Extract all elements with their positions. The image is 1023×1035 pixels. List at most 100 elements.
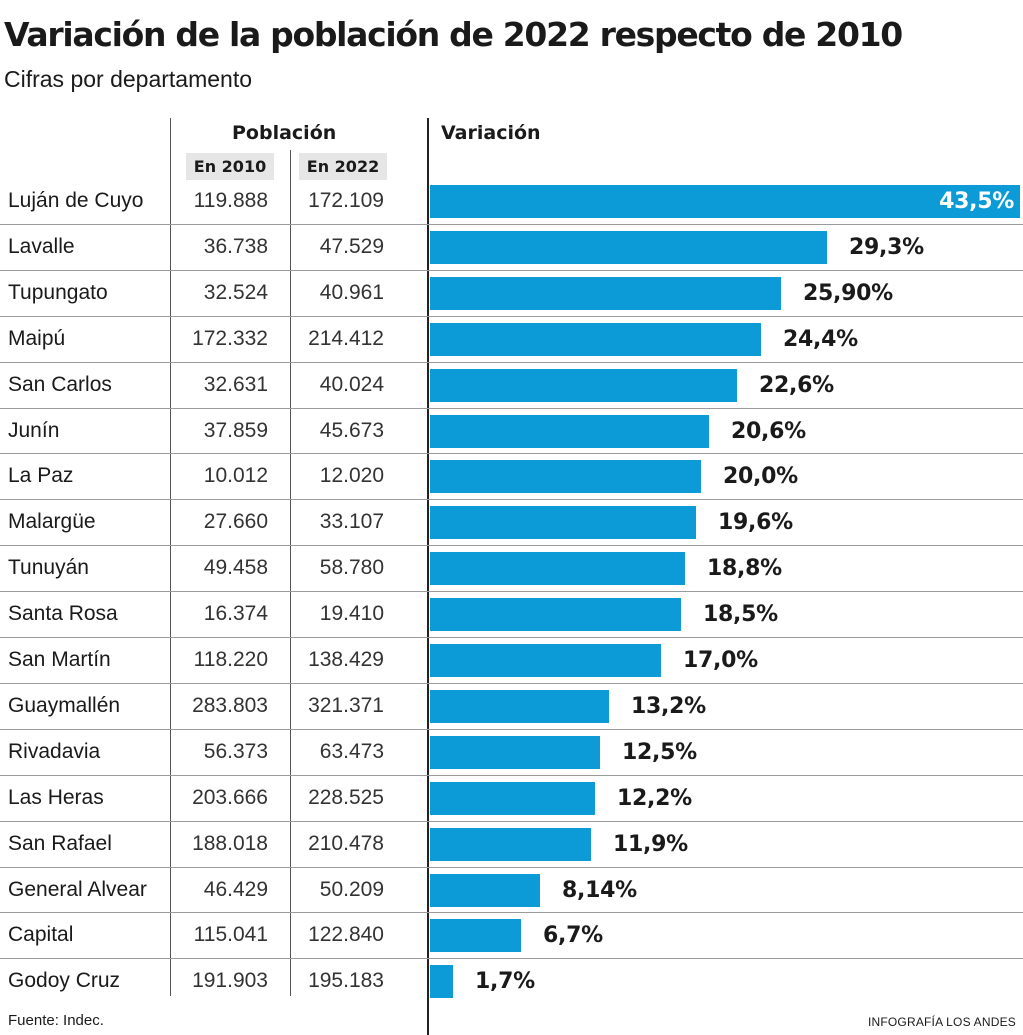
row-divider bbox=[0, 637, 1023, 638]
population-2010: 115.041 bbox=[193, 923, 268, 946]
value-label: 13,2% bbox=[631, 694, 706, 719]
value-label: 18,5% bbox=[703, 602, 778, 627]
value-label: 29,3% bbox=[849, 235, 924, 260]
population-2010: 119.888 bbox=[193, 189, 268, 212]
population-2010: 46.429 bbox=[203, 878, 268, 901]
department-name: San Carlos bbox=[8, 373, 112, 396]
row-divider bbox=[0, 867, 1023, 868]
population-2010: 49.458 bbox=[203, 556, 268, 579]
bar bbox=[430, 919, 521, 952]
population-2010: 191.903 bbox=[192, 969, 268, 992]
row-divider bbox=[0, 316, 1023, 317]
header-en-2022: En 2022 bbox=[299, 153, 387, 180]
bar bbox=[430, 369, 737, 402]
department-name: San Rafael bbox=[8, 832, 112, 855]
header-variacion: Variación bbox=[441, 122, 541, 144]
value-label: 24,4% bbox=[783, 327, 858, 352]
bar bbox=[430, 231, 827, 264]
value-label: 17,0% bbox=[683, 648, 758, 673]
row-divider bbox=[0, 408, 1023, 409]
population-2010: 32.631 bbox=[203, 373, 268, 396]
row-divider bbox=[0, 591, 1023, 592]
value-label: 20,0% bbox=[723, 464, 798, 489]
department-name: General Alvear bbox=[8, 878, 147, 901]
bar bbox=[430, 277, 781, 310]
population-2022: 122.840 bbox=[308, 923, 384, 946]
row-divider bbox=[0, 499, 1023, 500]
row-divider bbox=[0, 545, 1023, 546]
row-divider bbox=[0, 224, 1023, 225]
value-label: 25,90% bbox=[803, 281, 893, 306]
population-2022: 321.371 bbox=[308, 694, 384, 717]
population-2022: 19.410 bbox=[319, 602, 384, 625]
value-label: 6,7% bbox=[543, 923, 603, 948]
bar bbox=[430, 598, 681, 631]
population-2022: 40.961 bbox=[319, 281, 384, 304]
department-name: Godoy Cruz bbox=[8, 969, 121, 992]
population-2010: 36.738 bbox=[203, 235, 268, 258]
population-2022: 138.429 bbox=[308, 648, 384, 671]
row-divider bbox=[0, 683, 1023, 684]
population-2022: 47.529 bbox=[319, 235, 384, 258]
row-divider bbox=[0, 729, 1023, 730]
population-2022: 45.673 bbox=[319, 419, 384, 442]
population-2022: 195.183 bbox=[308, 969, 384, 992]
bar bbox=[430, 506, 696, 539]
value-label: 1,7% bbox=[475, 969, 535, 994]
variation-axis-line bbox=[427, 118, 429, 1035]
column-divider-2010 bbox=[170, 118, 171, 996]
bar bbox=[430, 690, 609, 723]
value-label: 20,6% bbox=[731, 419, 806, 444]
population-2010: 10.012 bbox=[203, 464, 268, 487]
population-2010: 203.666 bbox=[192, 786, 268, 809]
value-label: 18,8% bbox=[707, 556, 782, 581]
bar bbox=[430, 782, 595, 815]
population-2022: 210.478 bbox=[308, 832, 384, 855]
population-2010: 27.660 bbox=[203, 510, 268, 533]
population-2022: 58.780 bbox=[319, 556, 384, 579]
row-divider bbox=[0, 958, 1023, 959]
population-2022: 33.107 bbox=[319, 510, 384, 533]
bar bbox=[430, 644, 661, 677]
bar bbox=[430, 874, 540, 907]
population-2010: 118.220 bbox=[193, 648, 268, 671]
value-label: 43,5% bbox=[939, 189, 1014, 214]
bar bbox=[430, 552, 685, 585]
row-divider bbox=[0, 270, 1023, 271]
population-2010: 32.524 bbox=[203, 281, 268, 304]
source-note: Fuente: Indec. bbox=[8, 1012, 104, 1029]
population-2010: 16.374 bbox=[203, 602, 268, 625]
department-name: Guaymallén bbox=[8, 694, 121, 717]
row-divider bbox=[0, 821, 1023, 822]
department-name: San Martín bbox=[8, 648, 111, 671]
department-name: Tupungato bbox=[8, 281, 108, 304]
value-label: 22,6% bbox=[759, 373, 834, 398]
population-2010: 283.803 bbox=[192, 694, 268, 717]
row-divider bbox=[0, 362, 1023, 363]
department-name: Las Heras bbox=[8, 786, 104, 809]
row-divider bbox=[0, 912, 1023, 913]
column-divider-2022 bbox=[290, 150, 291, 996]
population-2022: 172.109 bbox=[308, 189, 384, 212]
row-divider bbox=[0, 775, 1023, 776]
header-en-2010: En 2010 bbox=[186, 153, 274, 180]
population-2022: 228.525 bbox=[308, 786, 384, 809]
bar bbox=[430, 185, 1020, 218]
bar bbox=[430, 828, 591, 861]
population-2010: 188.018 bbox=[192, 832, 268, 855]
department-name: Luján de Cuyo bbox=[8, 189, 144, 212]
department-name: Capital bbox=[8, 923, 74, 946]
population-2022: 214.412 bbox=[308, 327, 384, 350]
department-name: Santa Rosa bbox=[8, 602, 118, 625]
population-2022: 50.209 bbox=[319, 878, 384, 901]
department-name: Junín bbox=[8, 419, 60, 442]
value-label: 12,5% bbox=[622, 740, 697, 765]
value-label: 11,9% bbox=[613, 832, 688, 857]
chart-subtitle: Cifras por departamento bbox=[4, 66, 253, 92]
department-name: La Paz bbox=[8, 464, 74, 487]
credit-note: INFOGRAFÍA LOS ANDES bbox=[867, 1015, 1016, 1029]
department-name: Lavalle bbox=[8, 235, 75, 258]
row-divider bbox=[0, 453, 1023, 454]
value-label: 12,2% bbox=[617, 786, 692, 811]
population-2010: 37.859 bbox=[203, 419, 268, 442]
